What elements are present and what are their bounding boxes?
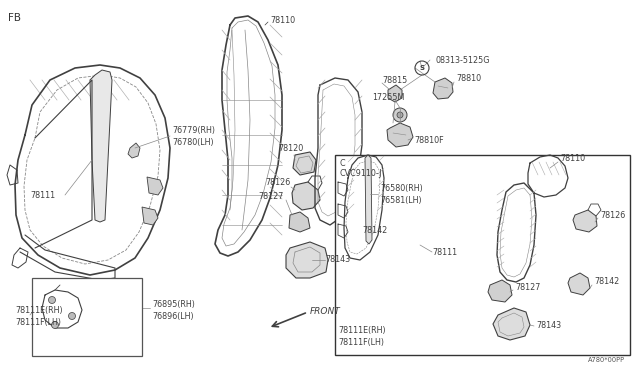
Text: A780*00PP: A780*00PP: [588, 357, 625, 363]
Circle shape: [68, 312, 76, 320]
Polygon shape: [365, 155, 372, 244]
Text: 78142: 78142: [362, 225, 387, 234]
Text: 76779(RH): 76779(RH): [172, 125, 215, 135]
Text: 78111E(RH): 78111E(RH): [15, 305, 63, 314]
Polygon shape: [90, 70, 112, 222]
Text: CVC9110-J: CVC9110-J: [340, 169, 383, 177]
Text: 76580(RH): 76580(RH): [380, 183, 423, 192]
Text: 78111E(RH): 78111E(RH): [338, 326, 386, 334]
Circle shape: [49, 296, 56, 304]
Polygon shape: [293, 152, 316, 175]
Text: 78110: 78110: [270, 16, 295, 25]
Text: 78143: 78143: [325, 256, 350, 264]
Text: 78120: 78120: [278, 144, 303, 153]
Polygon shape: [292, 182, 320, 210]
Text: 78143: 78143: [536, 321, 561, 330]
Text: 78126: 78126: [600, 211, 625, 219]
Text: 08313-5125G: 08313-5125G: [435, 55, 490, 64]
Polygon shape: [568, 273, 590, 295]
Text: 78810F: 78810F: [414, 135, 444, 144]
Text: 78111: 78111: [30, 190, 55, 199]
Polygon shape: [573, 210, 597, 232]
Text: FRONT: FRONT: [310, 308, 340, 317]
Text: 76895(RH): 76895(RH): [152, 299, 195, 308]
Text: 78127: 78127: [515, 283, 540, 292]
Circle shape: [51, 321, 58, 328]
Polygon shape: [286, 242, 328, 278]
Circle shape: [397, 112, 403, 118]
Polygon shape: [433, 78, 453, 99]
Text: 78142: 78142: [594, 278, 620, 286]
Polygon shape: [493, 308, 530, 340]
Text: 76896(LH): 76896(LH): [152, 311, 194, 321]
Polygon shape: [387, 123, 413, 147]
Text: 17255M: 17255M: [372, 93, 404, 102]
Text: 78111F(LH): 78111F(LH): [338, 337, 384, 346]
Text: 78110: 78110: [560, 154, 585, 163]
Text: 78815: 78815: [382, 76, 407, 84]
Text: 76581(LH): 76581(LH): [380, 196, 422, 205]
Bar: [32, 278, 142, 356]
Polygon shape: [128, 143, 140, 158]
Polygon shape: [289, 212, 310, 232]
Polygon shape: [388, 85, 402, 102]
Text: 78111: 78111: [432, 247, 457, 257]
Text: 78111F(LH): 78111F(LH): [15, 317, 61, 327]
Bar: [335, 155, 630, 355]
Circle shape: [393, 108, 407, 122]
Polygon shape: [337, 220, 360, 246]
Polygon shape: [142, 207, 158, 225]
Polygon shape: [488, 280, 512, 302]
Text: FB: FB: [8, 13, 21, 23]
Text: C: C: [340, 158, 346, 167]
Text: 78810: 78810: [456, 74, 481, 83]
Text: 76780(LH): 76780(LH): [172, 138, 214, 147]
Polygon shape: [147, 177, 163, 195]
Text: 78126: 78126: [265, 177, 291, 186]
Text: 78127: 78127: [258, 192, 284, 201]
Text: S: S: [419, 65, 424, 71]
